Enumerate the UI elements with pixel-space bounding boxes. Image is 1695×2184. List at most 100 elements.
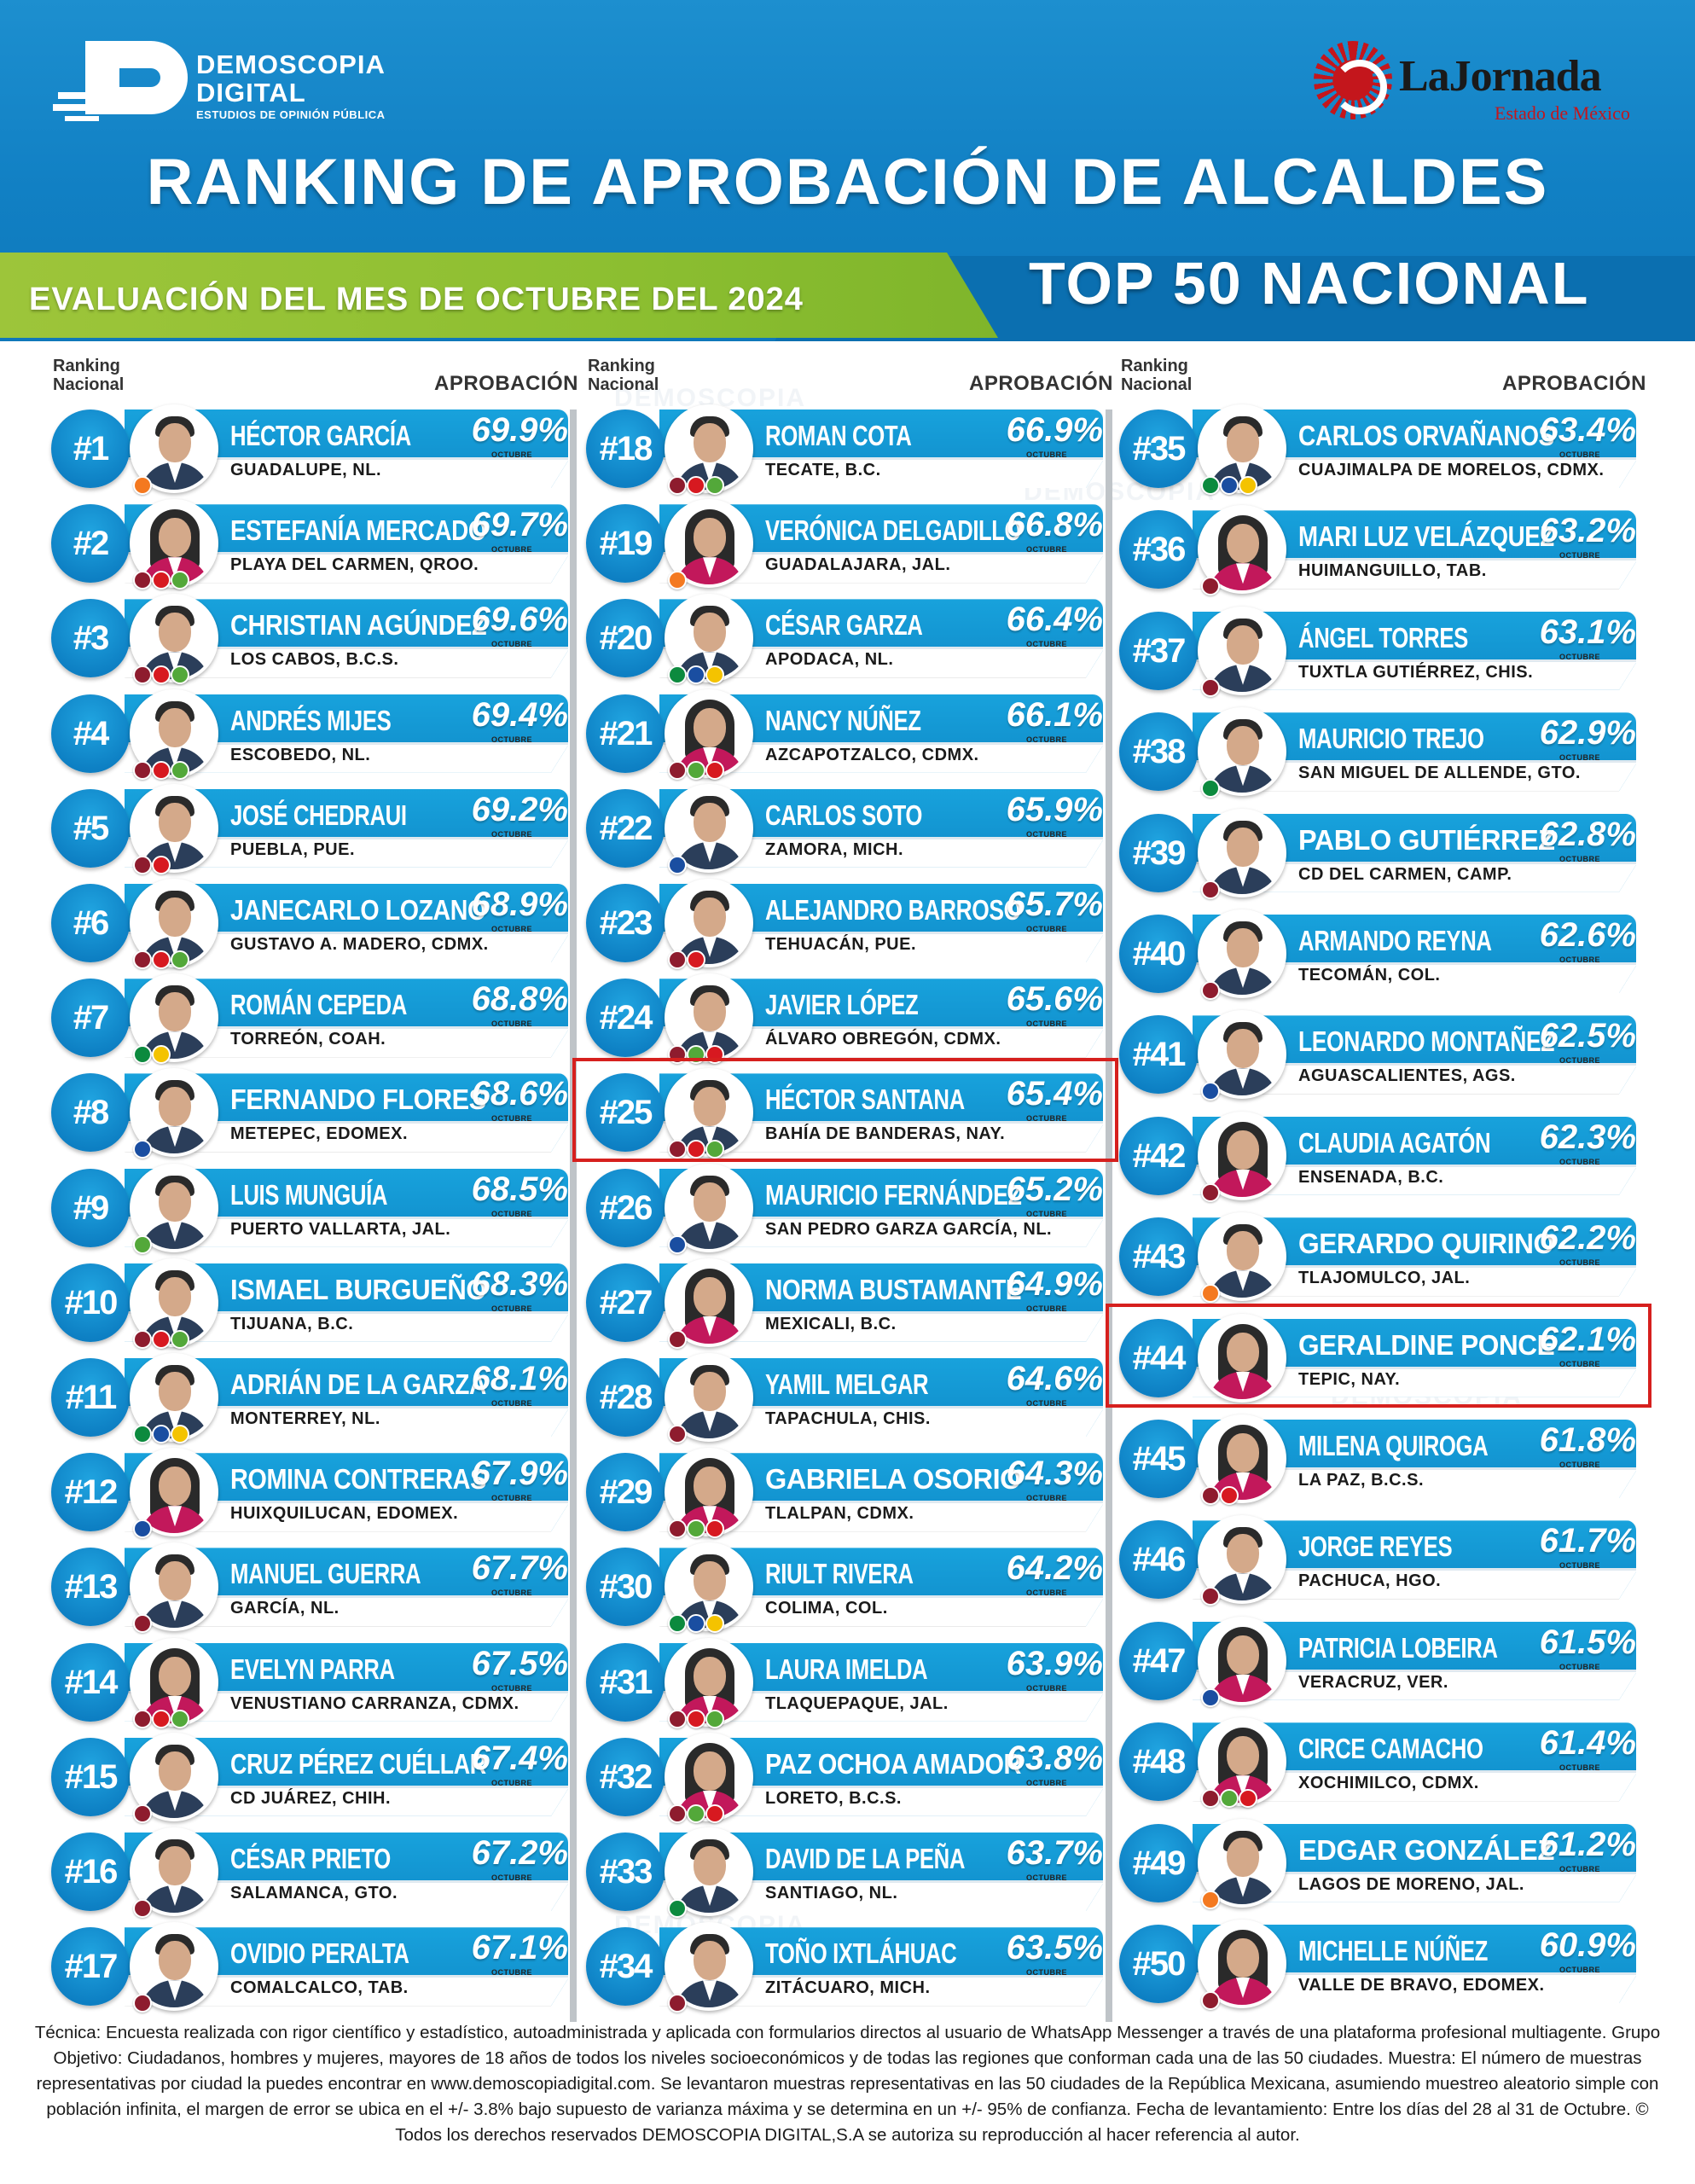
rank-badge: #16: [51, 1833, 130, 1911]
mayor-photo: [665, 499, 753, 589]
mayor-city: CUAJIMALPA DE MORELOS, CDMX.: [1298, 461, 1605, 479]
mayor-city: LOS CABOS, B.C.S.: [230, 650, 399, 670]
mayor-name: GABRIELA OSORIO: [765, 1463, 1021, 1496]
month-label: OCTUBRE: [1026, 545, 1067, 555]
party-pan-icon: [133, 1519, 152, 1539]
party-mc-icon: [133, 476, 152, 495]
party-pt-icon: [687, 1140, 705, 1159]
approval-percentage: 69.9%: [471, 411, 568, 449]
mayor-name: ÁNGEL TORRES: [1298, 621, 1468, 653]
mayor-city: TIJUANA, B.C.: [230, 1314, 354, 1333]
approval-percentage: 65.7%: [1006, 886, 1103, 923]
party-pt-icon: [687, 1709, 705, 1728]
mayor-name: VERÓNICA DELGADILLO: [765, 514, 1022, 547]
month-label: OCTUBRE: [1559, 652, 1600, 661]
approval-percentage: 68.3%: [471, 1264, 568, 1303]
month-label: OCTUBRE: [1559, 551, 1600, 561]
party-pvem-icon: [705, 1140, 724, 1159]
party-pt-icon: [1220, 1486, 1239, 1505]
party-morena-icon: [1201, 981, 1220, 1000]
party-pt-icon: [1239, 1789, 1257, 1809]
rank-badge: #34: [586, 1927, 665, 2007]
rank-badge: #13: [51, 1548, 130, 1627]
mayor-city: VENUSTIANO CARRANZA, CDMX.: [230, 1693, 520, 1713]
rank-badge: #12: [51, 1453, 130, 1532]
approval-percentage: 66.9%: [1006, 411, 1103, 449]
month-label: OCTUBRE: [1026, 1589, 1067, 1598]
mayor-city: SAN PEDRO GARZA GARCÍA, NL.: [765, 1219, 1053, 1239]
month-label: OCTUBRE: [1026, 1778, 1067, 1787]
month-label: OCTUBRE: [1026, 450, 1067, 459]
month-label: OCTUBRE: [1559, 1056, 1600, 1066]
party-pt-icon: [152, 950, 171, 969]
party-pvem-icon: [705, 1709, 724, 1728]
approval-percentage: 62.9%: [1539, 714, 1636, 752]
party-pvem-icon: [1220, 1789, 1239, 1809]
approval-percentage: 67.2%: [471, 1834, 568, 1872]
ranking-column-2: Ranking Nacional APROBACIÓN #18 ROMAN COTA…: [572, 350, 1118, 2022]
party-pan-icon: [1220, 476, 1239, 495]
evaluation-label: EVALUACIÓN DEL MES DE OCTUBRE DEL 2024: [29, 282, 804, 317]
month-label: OCTUBRE: [1559, 1258, 1600, 1268]
mayor-name: NORMA BUSTAMANTE: [765, 1273, 1022, 1305]
mayor-name: ISMAEL BURGUEÑO: [230, 1273, 487, 1305]
ranking-label: Ranking: [53, 357, 120, 375]
approval-percentage: 63.4%: [1539, 411, 1636, 449]
party-pan-icon: [668, 1234, 687, 1254]
party-morena-icon: [133, 855, 152, 874]
mayor-photo: [1198, 505, 1286, 595]
party-pt-icon: [705, 760, 724, 780]
approval-percentage: 62.1%: [1539, 1320, 1636, 1358]
rank-badge: #49: [1119, 1823, 1198, 1902]
party-pvem-icon: [687, 760, 705, 780]
party-pan-icon: [687, 665, 705, 685]
column-divider: [570, 410, 577, 2022]
nacional-label: Nacional: [53, 375, 125, 394]
logo-line1: DEMOSCOPIA: [196, 49, 386, 79]
approval-percentage: 65.9%: [1006, 790, 1103, 828]
party-morena-icon: [668, 1994, 687, 2013]
month-label: OCTUBRE: [1559, 1461, 1600, 1469]
mayor-city: TEPIC, NAY.: [1298, 1369, 1401, 1389]
party-pt-icon: [152, 855, 171, 874]
mayor-city: VERACRUZ, VER.: [1298, 1672, 1448, 1692]
rank-badge: #27: [586, 1263, 665, 1342]
mayor-city: CD JUÁREZ, CHIH.: [230, 1788, 392, 1808]
rank-badge: #35: [1119, 410, 1198, 488]
la-jornada-name: LaJornada: [1399, 52, 1602, 101]
party-pan-icon: [1201, 1082, 1220, 1101]
mayor-name: LUIS MUNGUÍA: [230, 1178, 388, 1211]
approval-percentage: 67.4%: [471, 1739, 568, 1777]
mayor-name: OVIDIO PERALTA: [230, 1937, 409, 1970]
rank-badge: #37: [1119, 611, 1198, 690]
mayor-city: VALLE DE BRAVO, EDOMEX.: [1298, 1976, 1545, 1995]
approval-percentage: 65.6%: [1006, 980, 1103, 1019]
mayor-name: YAMIL MELGAR: [765, 1368, 929, 1400]
highlight-box: [1106, 1303, 1651, 1408]
ranking-column-3: Ranking Nacional APROBACIÓN #35 CARLOS ORV…: [1106, 350, 1651, 2022]
party-pt-icon: [152, 760, 171, 780]
approval-percentage: 62.5%: [1539, 1017, 1636, 1055]
party-pt-icon: [152, 1709, 171, 1728]
mayor-photo: [130, 973, 218, 1063]
mayor-city: PUERTO VALLARTA, JAL.: [230, 1219, 451, 1239]
mayor-name: ROMINA CONTRERAS: [230, 1463, 486, 1496]
ranking-column-1: Ranking Nacional APROBACIÓN #1 HÉCTOR GARC…: [49, 350, 578, 2022]
mayor-city: LAGOS DE MORENO, JAL.: [1298, 1874, 1524, 1894]
month-label: OCTUBRE: [491, 1589, 532, 1598]
mayor-city: CD DEL CARMEN, CAMP.: [1298, 864, 1512, 884]
approval-percentage: 65.2%: [1006, 1170, 1103, 1208]
rank-badge: #4: [51, 694, 130, 773]
rank-badge: #48: [1119, 1722, 1198, 1802]
month-label: OCTUBRE: [1559, 1359, 1600, 1368]
rank-badge: #40: [1119, 915, 1198, 993]
party-morena-icon: [133, 1709, 152, 1728]
mayor-name: NANCY NÚÑEZ: [765, 704, 921, 736]
month-label: OCTUBRE: [1559, 1966, 1600, 1974]
approval-percentage: 62.6%: [1539, 916, 1636, 954]
rank-badge: #23: [586, 884, 665, 962]
approval-percentage: 62.2%: [1539, 1219, 1636, 1258]
approval-percentage: 68.1%: [471, 1360, 568, 1397]
approval-percentage: 64.6%: [1006, 1360, 1103, 1397]
mayor-photo: [1198, 1313, 1286, 1403]
